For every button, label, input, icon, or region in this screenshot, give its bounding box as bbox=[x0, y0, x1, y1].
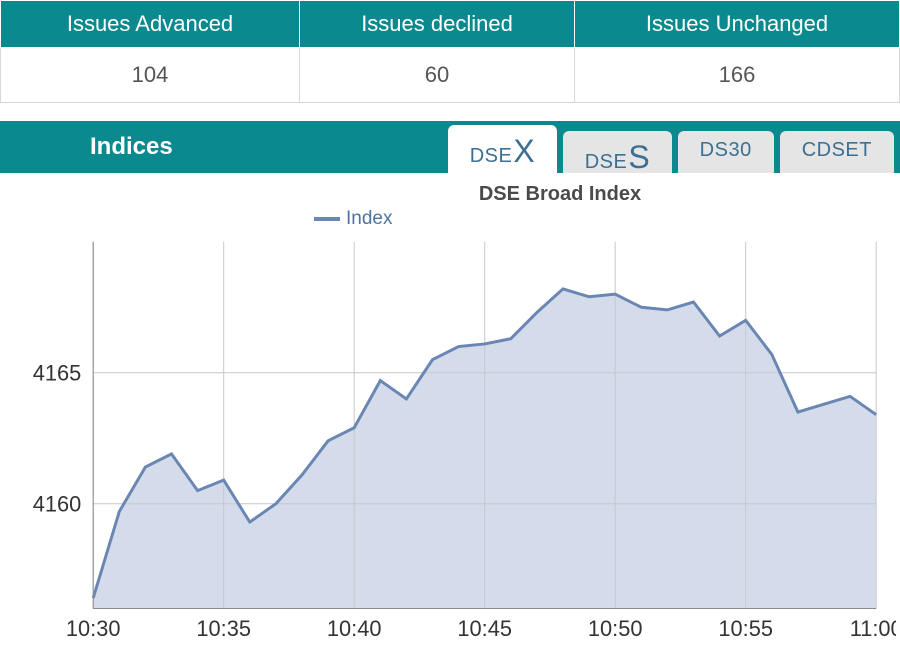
issues-col-advanced: Issues Advanced bbox=[1, 1, 300, 48]
svg-text:4160: 4160 bbox=[33, 492, 82, 517]
legend-swatch-icon bbox=[314, 217, 340, 221]
issues-col-declined: Issues declined bbox=[300, 1, 575, 48]
chart-legend: Index bbox=[4, 208, 896, 230]
chart-container: DSE Broad Index Index 4160 4165 10:30 10:35… bbox=[0, 173, 900, 654]
indices-label: Indices bbox=[0, 121, 199, 173]
issues-val-declined: 60 bbox=[300, 48, 575, 103]
legend-label: Index bbox=[346, 208, 392, 230]
issues-val-unchanged: 166 bbox=[575, 48, 900, 103]
tab-dsex-prefix: DSE bbox=[470, 145, 513, 168]
tab-dses[interactable]: DSE S bbox=[563, 131, 672, 173]
issues-header-row: Issues Advanced Issues declined Issues U… bbox=[1, 1, 900, 48]
svg-text:10:45: 10:45 bbox=[457, 616, 512, 641]
svg-text:10:50: 10:50 bbox=[588, 616, 643, 641]
svg-text:10:35: 10:35 bbox=[196, 616, 251, 641]
svg-text:10:40: 10:40 bbox=[327, 616, 382, 641]
issues-col-unchanged: Issues Unchanged bbox=[575, 1, 900, 48]
tab-cdset-prefix: CDSET bbox=[802, 139, 872, 162]
svg-text:4165: 4165 bbox=[33, 361, 82, 386]
index-chart: 4160 4165 10:30 10:35 10:40 10:45 10:50 10:55 11… bbox=[4, 230, 896, 650]
indices-tabs: DSE X DSE S DS30 CDSET bbox=[448, 124, 900, 173]
tab-dses-prefix: DSE bbox=[585, 151, 628, 174]
indices-bar: Indices DSE X DSE S DS30 CDSET bbox=[0, 121, 900, 173]
svg-text:10:30: 10:30 bbox=[66, 616, 121, 641]
tab-cdset[interactable]: CDSET bbox=[780, 131, 894, 173]
svg-text:11:00: 11:00 bbox=[850, 616, 896, 641]
tab-dses-big: S bbox=[628, 139, 649, 176]
issues-value-row: 104 60 166 bbox=[1, 48, 900, 103]
tab-dsex[interactable]: DSE X bbox=[448, 125, 557, 173]
issues-val-advanced: 104 bbox=[1, 48, 300, 103]
issues-table: Issues Advanced Issues declined Issues U… bbox=[0, 0, 900, 103]
tab-ds30-prefix: DS30 bbox=[700, 139, 752, 162]
tab-ds30[interactable]: DS30 bbox=[678, 131, 774, 173]
chart-title: DSE Broad Index bbox=[4, 183, 896, 206]
tab-dsex-big: X bbox=[513, 133, 534, 170]
svg-text:10:55: 10:55 bbox=[718, 616, 773, 641]
